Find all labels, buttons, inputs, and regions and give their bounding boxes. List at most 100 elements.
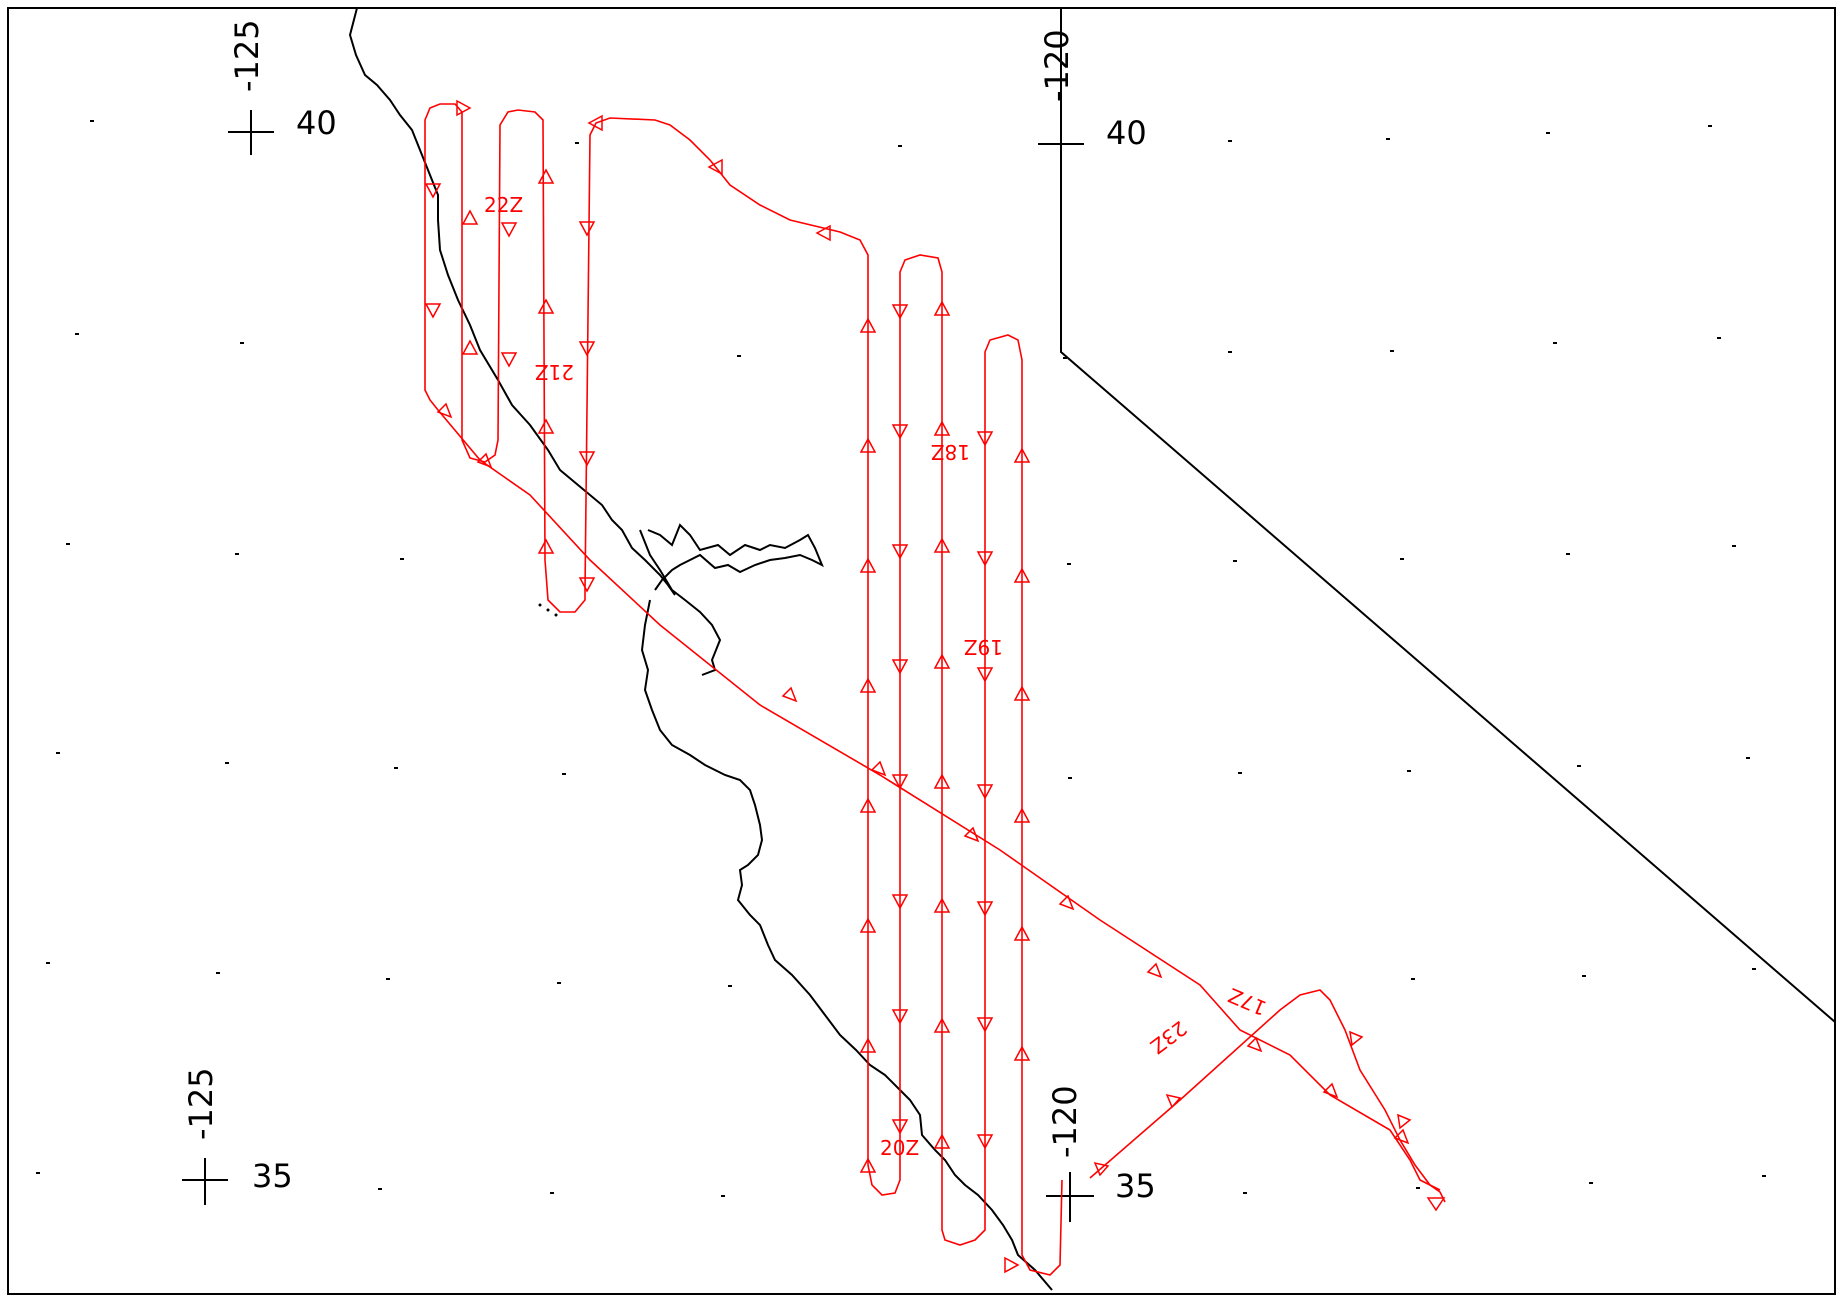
track-direction-arrow-icon bbox=[1349, 1030, 1364, 1047]
latitude-label: 40 bbox=[1106, 114, 1147, 152]
track-direction-arrow-icon bbox=[1246, 1036, 1263, 1053]
track-direction-arrow-icon bbox=[933, 420, 951, 436]
track-direction-arrow-icon bbox=[976, 431, 994, 447]
time-label: 22Z bbox=[484, 193, 523, 217]
track-direction-arrow-icon bbox=[1397, 1113, 1412, 1130]
track-direction-arrow-icon bbox=[891, 1119, 909, 1135]
map-frame bbox=[7, 7, 1836, 1295]
track-direction-arrow-icon bbox=[500, 352, 518, 368]
track-direction-arrow-icon bbox=[1004, 1256, 1020, 1274]
coordinate-labels: -125 -120 -125 -120 40 40 35 35 bbox=[182, 19, 1156, 1205]
track-direction-arrow-icon bbox=[436, 402, 453, 419]
state-border bbox=[1060, 8, 1836, 1023]
latitude-label: 35 bbox=[1115, 1167, 1156, 1205]
track-direction-arrow-icon bbox=[456, 99, 472, 117]
coastline-north bbox=[348, 7, 676, 596]
track-direction-arrow-icon bbox=[976, 667, 994, 683]
track-direction-arrow-icon bbox=[976, 1017, 994, 1033]
time-label: 20Z bbox=[880, 1136, 919, 1160]
track-direction-arrow-icon bbox=[1013, 685, 1031, 701]
track-direction-arrow-icon bbox=[891, 894, 909, 910]
longitude-label: -120 bbox=[1046, 1085, 1084, 1158]
track-direction-arrow-icon bbox=[1426, 1197, 1446, 1212]
track-direction-arrow-icon bbox=[578, 341, 596, 357]
track-direction-arrow-icon bbox=[1146, 962, 1163, 979]
san-joaquin-delta bbox=[647, 523, 824, 591]
track-direction-arrow-icon bbox=[781, 686, 798, 703]
track-direction-arrow-icon bbox=[933, 1017, 951, 1033]
track-direction-arrow-icon bbox=[1013, 447, 1031, 463]
latitude-label: 35 bbox=[252, 1157, 293, 1195]
track-direction-arrow-icon bbox=[859, 317, 877, 333]
flight-track-loop-se bbox=[1089, 989, 1446, 1203]
track-direction-arrow-icon bbox=[870, 760, 887, 777]
track-direction-arrow-icon bbox=[1013, 807, 1031, 823]
track-direction-arrow-icon bbox=[1013, 567, 1031, 583]
track-direction-arrow-icon bbox=[933, 897, 951, 913]
track-direction-arrow-icon bbox=[891, 1009, 909, 1025]
track-direction-arrow-icon bbox=[537, 168, 555, 184]
track-direction-arrow-icon bbox=[891, 774, 909, 790]
track-direction-arrow-icon bbox=[976, 784, 994, 800]
track-direction-arrow-icon bbox=[461, 339, 479, 355]
track-direction-arrow-icon bbox=[815, 224, 831, 242]
track-direction-arrow-icon bbox=[891, 544, 909, 560]
track-direction-arrow-icon bbox=[859, 437, 877, 453]
track-direction-arrow-icon bbox=[1013, 925, 1031, 941]
track-direction-arrow-icon bbox=[578, 577, 596, 593]
track-direction-arrow-icon bbox=[891, 304, 909, 320]
track-direction-arrow-icon bbox=[859, 917, 877, 933]
track-direction-arrows bbox=[424, 99, 1446, 1274]
track-direction-arrow-icon bbox=[1093, 1161, 1110, 1177]
longitude-label: -120 bbox=[1038, 29, 1076, 102]
track-direction-arrow-icon bbox=[976, 901, 994, 917]
latitude-label: 40 bbox=[296, 104, 337, 142]
track-direction-arrow-icon bbox=[859, 557, 877, 573]
track-direction-arrow-icon bbox=[859, 677, 877, 693]
track-direction-arrow-icon bbox=[859, 1037, 877, 1053]
flight-track-ferry-leg bbox=[437, 409, 1441, 1191]
track-direction-arrow-icon bbox=[537, 538, 555, 554]
track-direction-arrow-icon bbox=[859, 797, 877, 813]
track-direction-arrow-icon bbox=[1393, 1128, 1410, 1145]
track-direction-arrow-icon bbox=[933, 300, 951, 316]
longitude-label: -125 bbox=[228, 19, 266, 92]
san-francisco-bay-shore bbox=[639, 529, 722, 676]
track-direction-arrow-icon bbox=[1165, 1093, 1182, 1109]
coastline-central bbox=[640, 599, 1053, 1291]
farallon-islands bbox=[538, 603, 558, 617]
coastline bbox=[348, 7, 1053, 1291]
track-direction-arrow-icon bbox=[1058, 894, 1075, 911]
track-direction-arrow-icon bbox=[859, 1157, 877, 1173]
grid-cross-marker-icon bbox=[182, 110, 1094, 1222]
track-direction-arrow-icon bbox=[424, 303, 442, 319]
track-direction-arrow-icon bbox=[424, 183, 442, 199]
track-direction-arrow-icon bbox=[963, 826, 980, 843]
track-direction-arrow-icon bbox=[976, 551, 994, 567]
track-direction-arrow-icon bbox=[587, 114, 603, 132]
track-direction-arrow-icon bbox=[891, 424, 909, 440]
track-direction-arrow-icon bbox=[537, 298, 555, 314]
track-direction-arrow-icon bbox=[1322, 1082, 1339, 1099]
time-labels: 22Z 21Z 18Z 19Z 20Z 17Z 23Z bbox=[484, 193, 1270, 1160]
flight-track-loop-nw bbox=[424, 103, 1063, 1276]
longitude-label: -125 bbox=[182, 1067, 220, 1140]
time-label: 19Z bbox=[964, 635, 1003, 659]
track-direction-arrow-icon bbox=[500, 222, 518, 238]
time-label: 18Z bbox=[931, 440, 970, 464]
track-direction-arrow-icon bbox=[976, 1134, 994, 1150]
time-label: 17Z bbox=[1225, 983, 1270, 1020]
track-direction-arrow-icon bbox=[578, 451, 596, 467]
grid-dots bbox=[36, 120, 1766, 1197]
track-direction-arrow-icon bbox=[476, 452, 493, 469]
track-direction-arrow-icon bbox=[1013, 1045, 1031, 1061]
track-direction-arrow-icon bbox=[537, 418, 555, 434]
track-direction-arrow-icon bbox=[707, 158, 723, 176]
time-label: 23Z bbox=[1146, 1016, 1192, 1059]
track-direction-arrow-icon bbox=[461, 209, 479, 225]
track-direction-arrow-icon bbox=[933, 773, 951, 789]
track-direction-arrow-icon bbox=[891, 659, 909, 675]
time-label: 21Z bbox=[535, 360, 574, 384]
